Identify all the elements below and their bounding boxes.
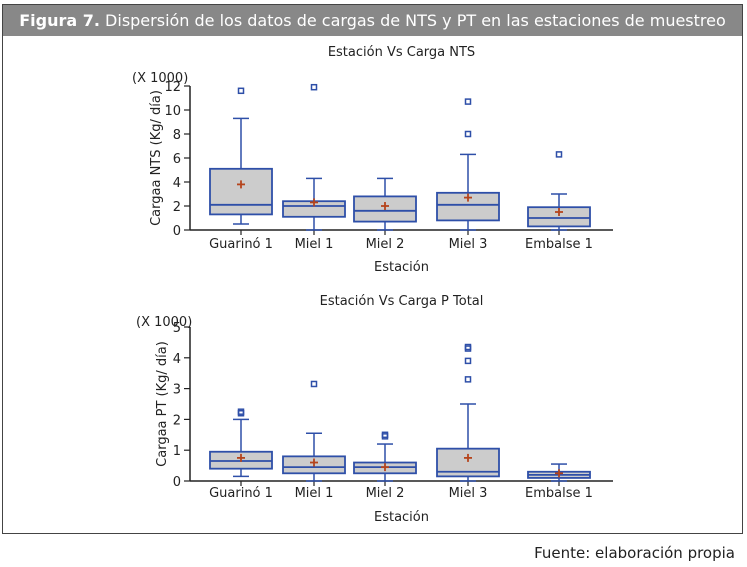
chart-1-x-tick-label: Embalse 1 — [525, 486, 593, 501]
chart-1-outlier-point — [464, 357, 472, 365]
chart-0-x-tick-label: Miel 1 — [295, 237, 334, 252]
chart-1-y-tick-label: 0 — [173, 475, 181, 490]
chart-1-y-tick-label: 1 — [173, 444, 181, 459]
chart-1-x-axis-label: Estación — [374, 510, 429, 525]
chart-0-x-tick-label: Guarinó 1 — [209, 237, 273, 252]
chart-1-outlier-point — [237, 408, 245, 415]
chart-1-y-tick-label: 4 — [173, 352, 181, 367]
chart-1-title: Estación Vs Carga P Total — [320, 294, 484, 309]
chart-1-outlier-point — [464, 376, 472, 383]
chart-0-x-tick-label: Miel 2 — [366, 237, 405, 252]
chart-1-y-tick-label: 3 — [173, 383, 181, 398]
chart-0-y-tick-label: 8 — [173, 128, 181, 143]
chart-1-outlier-point — [464, 343, 472, 351]
chart-0-y-tick-label: 10 — [164, 104, 181, 119]
chart-0-outlier-point — [310, 83, 318, 91]
chart-0-y-tick-label: 6 — [173, 152, 181, 167]
chart-0-y-multiplier: (X 1000) — [132, 71, 188, 86]
chart-0-y-tick-label: 2 — [173, 200, 181, 215]
figure-frame: Figura 7. Dispersión de los datos de car… — [2, 4, 743, 534]
chart-1-y-tick-label: 5 — [173, 321, 181, 336]
chart-0-x-tick-label: Embalse 1 — [525, 237, 593, 252]
chart-1-x-tick-label: Miel 2 — [366, 486, 405, 501]
chart-0-x-tick-label: Miel 3 — [449, 237, 488, 252]
chart-0-outlier-point — [237, 87, 245, 95]
figure-label: Figura 7. — [19, 11, 100, 30]
chart-1-x-tick-label: Miel 1 — [295, 486, 334, 501]
chart-0-y-tick-label: 12 — [164, 80, 181, 95]
chart-0-x-axis-label: Estación — [374, 260, 429, 275]
chart-0-outlier-point — [464, 98, 472, 105]
chart-0-y-axis-label: Cargaa NTS (Kg/ día) — [149, 90, 164, 226]
chart-0-y-tick-label: 0 — [173, 224, 181, 239]
chart-0-outlier-point — [464, 130, 472, 138]
chart-1-x-tick-label: Miel 3 — [449, 486, 488, 501]
chart-0-box — [209, 167, 273, 216]
chart-0-title: Estación Vs Carga NTS — [328, 45, 475, 60]
figure-caption: Figura 7. Dispersión de los datos de car… — [3, 5, 742, 36]
chart-0-y-tick-label: 4 — [173, 176, 181, 191]
chart-0-outlier-point — [555, 151, 563, 158]
chart-1-outlier-point — [310, 380, 318, 388]
chart-0-box — [527, 206, 591, 228]
chart-1-y-axis-label: Cargaa PT (Kg/ día) — [155, 341, 170, 467]
chart-1-y-tick-label: 2 — [173, 413, 181, 428]
chart-1-y-multiplier: (X 1000) — [136, 315, 192, 330]
chart-1-outlier-point — [381, 431, 389, 439]
chart-1-x-tick-label: Guarinó 1 — [209, 486, 273, 501]
figure-caption-text: Dispersión de los datos de cargas de NTS… — [105, 11, 726, 30]
figure-source: Fuente: elaboración propia — [534, 544, 735, 562]
